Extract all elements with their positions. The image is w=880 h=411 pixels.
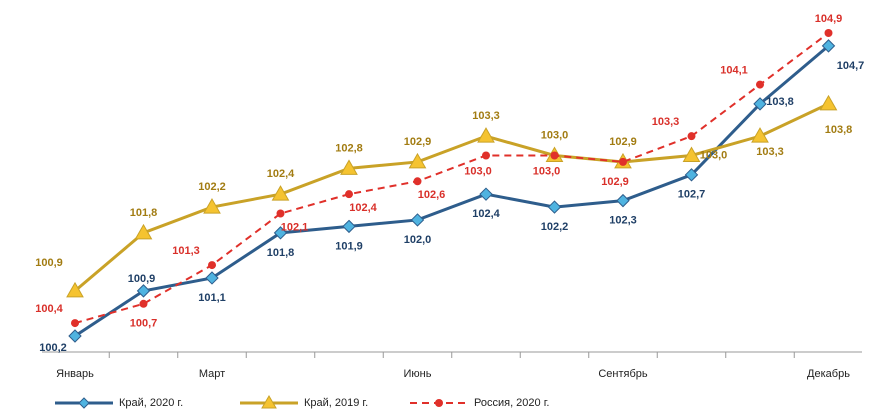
marker	[821, 39, 836, 53]
data-label: 101,3	[172, 245, 200, 257]
data-label: 104,1	[720, 64, 748, 76]
marker	[619, 157, 627, 166]
data-label: 100,4	[35, 303, 63, 315]
marker	[410, 213, 425, 227]
marker	[345, 190, 353, 199]
x-tick-label: Декабрь	[807, 368, 850, 380]
marker	[134, 223, 153, 240]
data-label: 102,9	[601, 176, 629, 188]
legend-label: Край, 2020 г.	[119, 397, 183, 409]
data-label: 102,8	[335, 142, 363, 154]
data-label: 101,8	[267, 247, 295, 259]
data-label: 104,7	[837, 60, 865, 72]
marker	[482, 151, 490, 160]
data-label: 102,1	[281, 221, 309, 233]
data-label: 103,0	[464, 165, 492, 177]
data-label: 104,9	[815, 13, 843, 25]
marker	[271, 185, 290, 201]
marker	[208, 261, 216, 270]
marker	[66, 281, 84, 298]
marker	[413, 177, 422, 186]
x-tick-label: Июнь	[404, 368, 432, 380]
data-label: 100,2	[39, 342, 67, 354]
data-label: 101,9	[335, 240, 363, 252]
data-label: 102,0	[404, 234, 432, 246]
series-line	[74, 44, 830, 338]
marker	[340, 159, 358, 175]
legend-marker	[261, 395, 277, 409]
data-label: 102,4	[267, 168, 295, 180]
data-label: 103,0	[700, 149, 728, 161]
marker	[751, 127, 769, 143]
series-line	[74, 102, 830, 293]
x-tick-label: Январь	[56, 368, 94, 380]
x-tick-label: Март	[199, 368, 225, 380]
marker	[684, 168, 699, 182]
marker	[547, 200, 562, 214]
data-label: 103,0	[541, 129, 569, 141]
data-label: 100,7	[130, 318, 158, 330]
data-label: 101,1	[198, 292, 226, 304]
marker	[68, 329, 82, 343]
data-label: 100,9	[35, 257, 63, 269]
legend-label: Россия, 2020 г.	[474, 397, 549, 409]
marker	[756, 80, 764, 89]
marker	[550, 151, 559, 160]
data-label: 102,9	[609, 136, 637, 148]
data-label: 102,6	[418, 189, 446, 201]
marker	[408, 152, 427, 169]
data-label: 101,8	[130, 207, 158, 219]
legend-marker	[78, 397, 90, 409]
series-line	[74, 32, 830, 325]
data-label: 102,7	[678, 189, 706, 201]
data-label: 102,2	[541, 221, 569, 233]
marker	[753, 97, 767, 111]
marker	[203, 198, 221, 214]
data-label: 103,3	[756, 146, 784, 158]
marker	[819, 94, 838, 111]
legend-label: Край, 2019 г.	[304, 397, 368, 409]
data-label: 102,9	[404, 136, 432, 148]
marker	[342, 219, 356, 234]
marker	[276, 209, 285, 218]
legend-marker	[435, 399, 443, 407]
data-label: 103,3	[652, 116, 680, 128]
marker	[136, 284, 151, 298]
x-tick-label: Сентябрь	[598, 368, 648, 380]
marker	[824, 29, 833, 37]
data-label: 102,4	[349, 202, 377, 214]
marker	[205, 271, 219, 285]
marker	[273, 226, 288, 240]
data-label: 100,9	[128, 273, 156, 285]
data-label: 102,4	[472, 208, 500, 220]
data-label: 102,3	[609, 215, 637, 227]
marker	[139, 299, 148, 308]
marker	[71, 319, 79, 328]
marker	[479, 187, 493, 201]
marker	[616, 193, 630, 208]
marker	[687, 132, 696, 141]
data-label: 103,8	[766, 96, 794, 108]
marker	[477, 127, 495, 143]
data-label: 103,0	[533, 165, 561, 177]
marker	[682, 146, 701, 162]
data-label: 103,8	[825, 124, 853, 136]
data-label: 102,2	[198, 181, 226, 193]
data-label: 103,3	[472, 110, 500, 122]
